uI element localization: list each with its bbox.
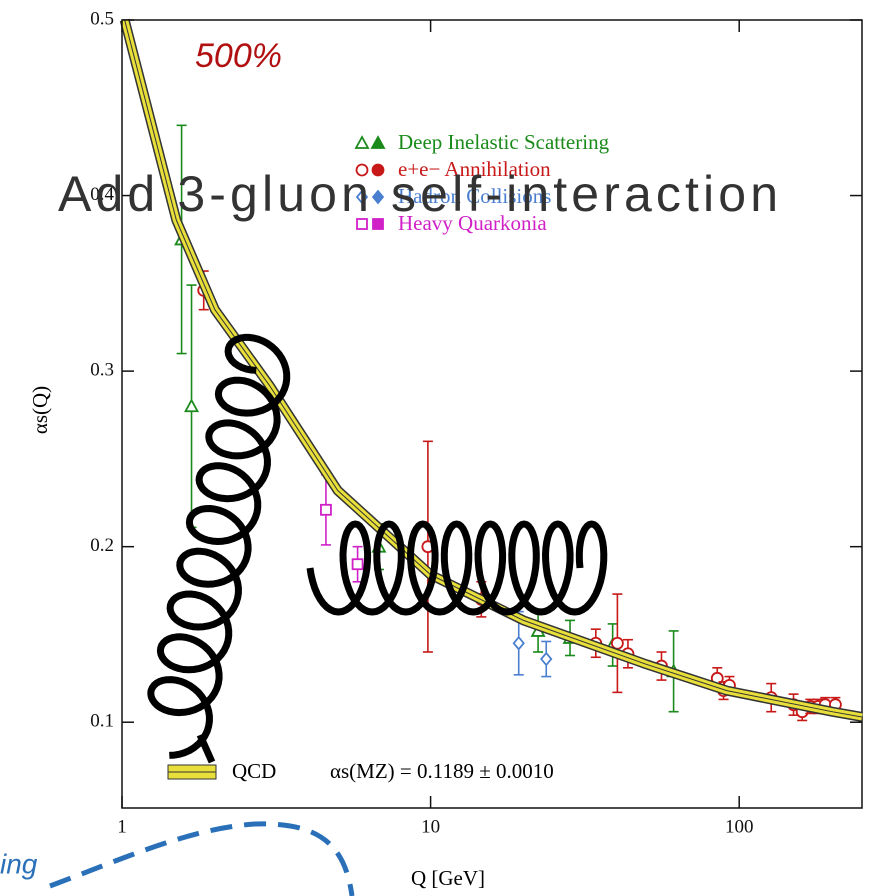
- y-tick-label: 0.1: [90, 711, 114, 732]
- fragment-text: ing: [0, 848, 38, 879]
- data-point: [512, 635, 525, 651]
- data-point: [351, 558, 364, 571]
- data-point: [184, 398, 200, 413]
- marks: [119, 18, 863, 722]
- plot-frame: [121, 19, 863, 809]
- legend-symbol: [354, 135, 370, 149]
- data-point: [610, 636, 624, 650]
- qcd-line: [124, 19, 863, 718]
- qcd-band: [121, 19, 863, 721]
- y-axis-label: αs(Q): [28, 386, 52, 434]
- data-point: [320, 503, 332, 516]
- y-tick-label: 0.3: [90, 359, 114, 380]
- gluon-coils: [147, 333, 608, 764]
- x-tick-label: 10: [421, 816, 440, 837]
- legend-symbol: [355, 189, 369, 205]
- x-axis-label: Q [GeV]: [411, 866, 485, 890]
- percent-annotation: 500%: [195, 37, 282, 75]
- legend-label: Deep Inelastic Scattering: [398, 130, 610, 154]
- qcd-band-edge: [119, 18, 863, 722]
- legend-symbol: [371, 189, 385, 205]
- legend-symbol: [372, 218, 384, 230]
- legend-symbol: [356, 218, 368, 230]
- qcd-legend-label: QCD: [232, 759, 276, 783]
- y-tick-label: 0.2: [90, 535, 114, 556]
- legend-label: Heavy Quarkonia: [398, 211, 547, 235]
- y-tick-label: 0.4: [90, 184, 114, 205]
- dashed-curve: [49, 821, 355, 896]
- legend-symbol: [370, 135, 386, 149]
- legend-label: e+e− Annihilation: [398, 157, 551, 181]
- gluon-tail: [196, 733, 216, 764]
- y-tick-label: 0.5: [90, 8, 114, 29]
- legend-label: Hadron Collisions: [398, 184, 551, 208]
- gluon-coil: [147, 333, 291, 759]
- x-tick-label: 1: [117, 816, 127, 837]
- gluon-coil: [306, 520, 608, 616]
- data-point: [540, 651, 553, 667]
- x-tick-label: 100: [725, 816, 754, 837]
- legend-symbol: [355, 163, 369, 177]
- annotation: αs(MZ) = 0.1189 ± 0.0010: [330, 759, 554, 783]
- legend-symbol: [371, 163, 385, 177]
